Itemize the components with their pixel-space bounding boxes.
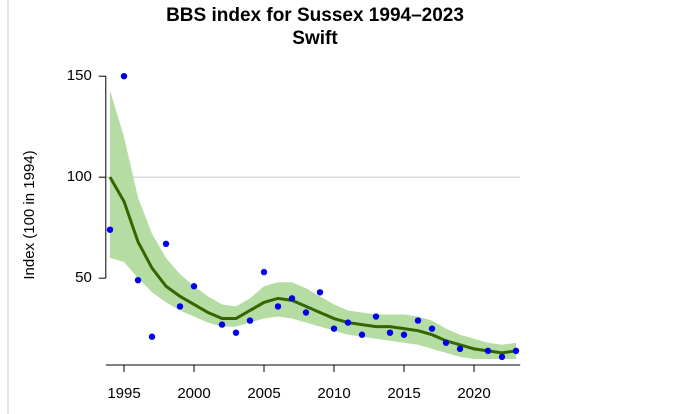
x-tick-label: 1995 (107, 385, 140, 402)
data-point (232, 329, 240, 336)
data-point (176, 303, 184, 310)
data-point (274, 303, 282, 310)
data-point (302, 309, 310, 316)
data-point (316, 289, 324, 296)
data-point (246, 317, 254, 324)
data-point (190, 283, 198, 290)
x-tick-label: 2010 (317, 385, 350, 402)
data-point (456, 345, 464, 353)
data-point (386, 329, 394, 336)
data-point (260, 268, 268, 276)
data-point (120, 72, 128, 80)
y-tick-label: 150 (67, 67, 92, 84)
data-point (372, 313, 380, 320)
data-point (358, 331, 366, 338)
data-point (512, 347, 520, 355)
data-point (330, 325, 338, 332)
x-tick-label: 2000 (177, 385, 210, 402)
x-tick-label: 2015 (387, 385, 420, 402)
chart-title: BBS index for Sussex 1994–2023 (166, 5, 464, 26)
data-point (344, 319, 352, 326)
x-tick-label: 2020 (457, 385, 490, 402)
data-point (134, 276, 142, 284)
data-point (428, 325, 436, 332)
x-tick-label: 2005 (247, 385, 280, 402)
data-point (162, 240, 170, 248)
data-point (106, 226, 114, 233)
y-tick-label: 100 (67, 168, 92, 185)
data-point (288, 295, 296, 302)
data-point (498, 353, 506, 361)
y-tick-label: 50 (75, 269, 92, 286)
data-point (442, 339, 450, 346)
data-point (218, 321, 226, 328)
y-axis-label: Index (100 in 1994) (21, 150, 38, 279)
data-point (400, 331, 408, 338)
data-point (148, 333, 156, 340)
confidence-band (110, 90, 516, 359)
chart-subtitle: Swift (292, 28, 338, 49)
data-point (484, 347, 492, 355)
data-point (414, 317, 422, 324)
